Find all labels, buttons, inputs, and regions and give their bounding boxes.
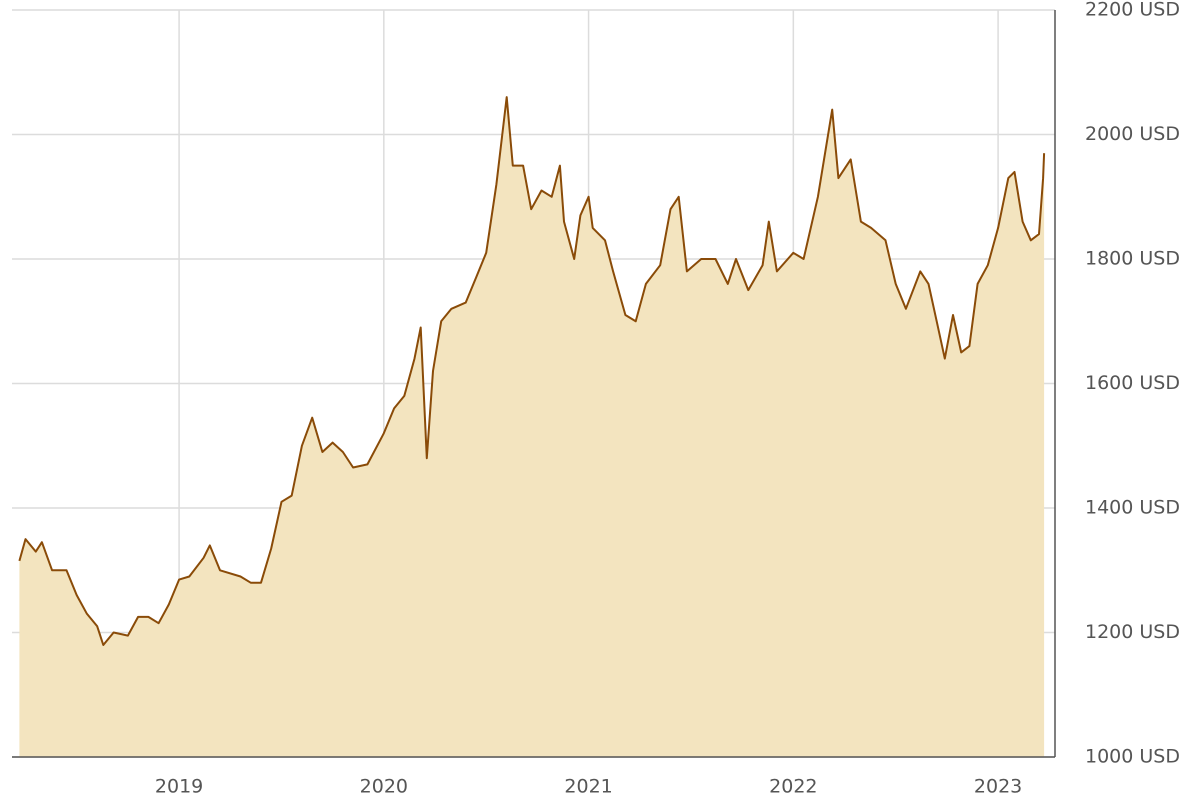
x-tick-label: 2020 [360,776,408,798]
y-tick-label: 1800 USD [1085,248,1180,270]
x-tick-label: 2021 [564,776,612,798]
y-tick-label: 1400 USD [1085,497,1180,519]
area [19,97,1045,758]
y-tick-label: 1200 USD [1085,621,1180,643]
plot [18,96,1046,758]
y-tick-label: 1600 USD [1085,372,1180,394]
price-line [18,96,1046,646]
x-tick-label: 2019 [155,776,203,798]
y-tick-label: 2000 USD [1085,123,1180,145]
x-tick-label: 2022 [769,776,817,798]
y-tick-label: 1000 USD [1085,746,1180,768]
y-tick-label: 2200 USD [1085,0,1180,21]
x-tick-label: 2023 [974,776,1022,798]
labels: 1000 USD 1200 USD 1400 USD 1600 USD 1800 USD… [155,0,1180,798]
